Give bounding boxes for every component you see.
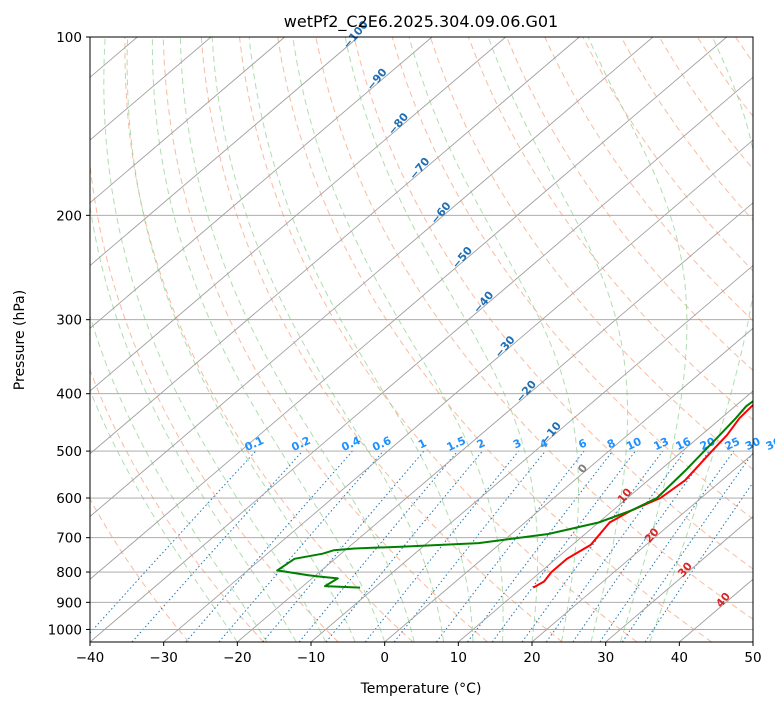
y-tick-label: 900 bbox=[56, 595, 82, 611]
plot-frame bbox=[89, 36, 754, 643]
y-tick-label: 700 bbox=[56, 531, 82, 547]
dry-adiabat bbox=[90, 160, 339, 642]
isotherm bbox=[90, 37, 433, 329]
y-tick-label: 500 bbox=[56, 444, 82, 460]
y-tick-label: 600 bbox=[56, 491, 82, 507]
x-axis-ticks: −40 −30 −20 −10 0 10 20 30 40 50 bbox=[76, 642, 762, 666]
isotherm bbox=[90, 37, 285, 204]
y-axis-label: Pressure (hPa) bbox=[12, 290, 28, 390]
moist-adiabat bbox=[344, 37, 539, 642]
x-axis-label: Temperature (°C) bbox=[360, 681, 482, 697]
temperature-profile bbox=[532, 403, 753, 589]
mixing-ratio-line bbox=[298, 450, 459, 642]
x-tick-label: 10 bbox=[450, 650, 467, 666]
isotherm bbox=[605, 515, 753, 642]
moist-adiabat bbox=[487, 37, 629, 642]
isotherm bbox=[90, 37, 727, 580]
mixing-ratio-label: 13 bbox=[652, 435, 671, 453]
moist-adiabat bbox=[90, 203, 297, 642]
moist-adiabat bbox=[103, 37, 327, 642]
mixing-ratio-line bbox=[262, 450, 425, 642]
mixing-ratio-label: 20 bbox=[698, 435, 718, 453]
x-tick-label: 50 bbox=[744, 650, 761, 666]
y-tick-label: 300 bbox=[56, 313, 82, 329]
isotherm bbox=[90, 37, 212, 141]
moist-adiabat bbox=[90, 388, 238, 642]
mixing-ratio-label: 16 bbox=[674, 435, 694, 453]
background-lines bbox=[90, 37, 753, 642]
chart-title: wetPf2_C2E6.2025.304.09.06.G01 bbox=[284, 12, 558, 32]
profile-lines bbox=[276, 400, 753, 589]
dry-adiabat bbox=[239, 37, 638, 642]
moist-adiabat bbox=[649, 37, 753, 642]
y-tick-label: 400 bbox=[56, 387, 82, 403]
moist-adiabat bbox=[151, 37, 386, 642]
x-tick-label: −40 bbox=[76, 650, 105, 666]
moist-adiabat bbox=[587, 37, 688, 642]
y-tick-label: 1000 bbox=[48, 622, 82, 638]
dry-adiabat bbox=[391, 37, 753, 520]
isotherm bbox=[90, 37, 580, 455]
mixing-ratio-label: 36 bbox=[764, 435, 775, 453]
mixing-ratio-line bbox=[599, 450, 735, 642]
y-tick-label: 100 bbox=[56, 30, 82, 46]
isotherm bbox=[237, 202, 753, 642]
mixing-ratio-line bbox=[325, 450, 483, 642]
mixing-ratio-label: 25 bbox=[723, 435, 742, 453]
dry-adiabat bbox=[353, 37, 753, 570]
isotherm bbox=[458, 390, 753, 642]
x-tick-label: −10 bbox=[297, 650, 326, 666]
moist-adiabat bbox=[292, 37, 504, 642]
dewpoint-profile bbox=[276, 400, 753, 589]
isotherm bbox=[90, 37, 359, 267]
mixing-ratio-line bbox=[621, 452, 753, 642]
mixing-ratio-line bbox=[364, 450, 520, 642]
dry-adiabat bbox=[315, 37, 753, 620]
mixing-ratio-line bbox=[467, 450, 614, 642]
isotherm bbox=[163, 139, 753, 642]
moist-adiabat bbox=[126, 37, 356, 642]
y-tick-label: 200 bbox=[56, 208, 82, 224]
moist-adiabat bbox=[90, 314, 268, 642]
x-tick-label: −20 bbox=[223, 650, 252, 666]
isotherm bbox=[531, 453, 753, 642]
x-tick-label: 0 bbox=[380, 650, 389, 666]
dry-adiabat bbox=[200, 37, 563, 642]
mixing-ratio-line bbox=[131, 450, 303, 642]
moist-adiabat bbox=[248, 37, 474, 642]
x-tick-label: 40 bbox=[671, 650, 688, 666]
mixing-ratio-line bbox=[90, 450, 257, 634]
y-tick-label: 800 bbox=[56, 565, 82, 581]
isotherm bbox=[384, 327, 753, 642]
y-axis-ticks: 100 200 300 400 500 600 700 800 900 1000 bbox=[48, 30, 90, 638]
x-tick-label: 30 bbox=[597, 650, 614, 666]
mixing-ratio-label: 10 bbox=[624, 435, 644, 453]
isotherm bbox=[90, 37, 506, 392]
x-tick-label: −30 bbox=[149, 650, 178, 666]
dry-adiabat bbox=[124, 37, 414, 642]
mixing-ratio-line bbox=[521, 450, 664, 642]
moist-adiabat bbox=[211, 37, 445, 642]
dry-adiabat bbox=[90, 497, 190, 642]
isotherm bbox=[90, 76, 753, 642]
moist-adiabat bbox=[408, 37, 579, 642]
mixing-ratio-line bbox=[572, 450, 710, 642]
x-tick-label: 20 bbox=[523, 650, 540, 666]
mixing-ratio-line bbox=[545, 450, 686, 642]
dry-adiabat bbox=[90, 368, 264, 642]
mixing-ratio-line bbox=[644, 481, 753, 642]
isotherm bbox=[310, 264, 753, 642]
isotherm bbox=[90, 37, 654, 518]
dry-adiabat bbox=[162, 37, 488, 642]
